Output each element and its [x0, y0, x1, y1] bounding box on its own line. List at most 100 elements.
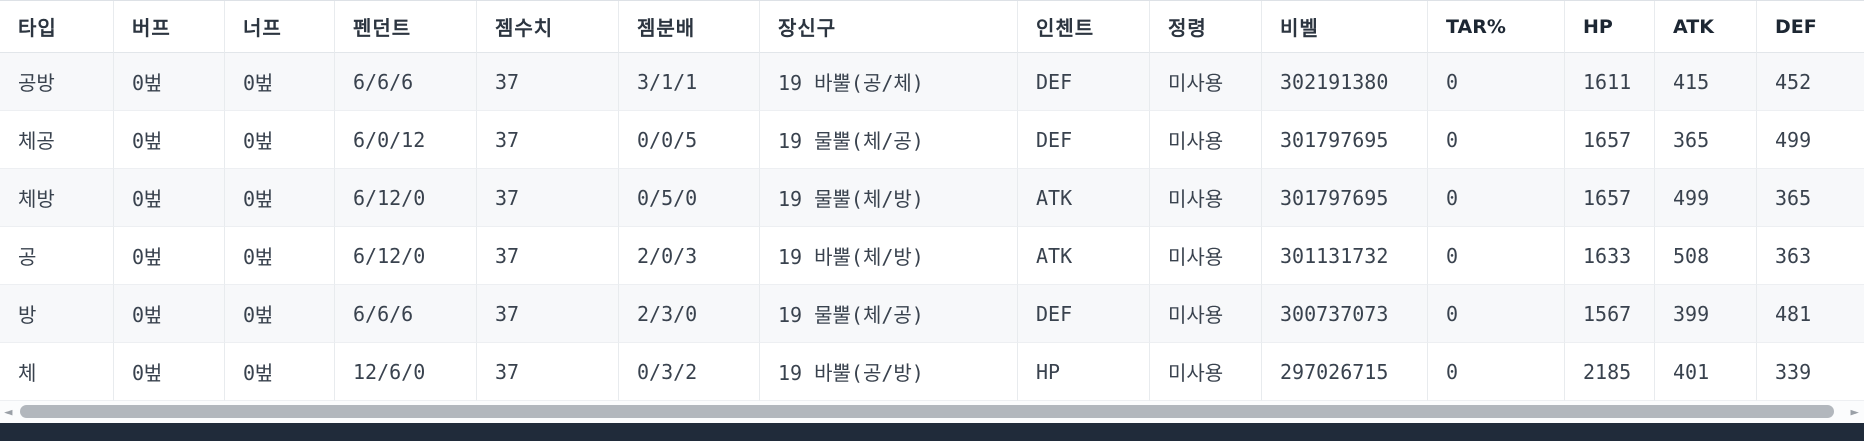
table-cell: 0: [1428, 169, 1565, 227]
column-header[interactable]: 너프: [225, 1, 335, 53]
table-cell: 미사용: [1150, 285, 1262, 343]
table-body: 공방 0벞 0벞 6/6/6 37 3/1/1 19 바뿔(공/체) DEF 미사용 302191…: [0, 53, 1864, 401]
table-cell: 37: [477, 169, 619, 227]
table-cell: 6/0/12: [335, 111, 477, 169]
table-cell: 6/12/0: [335, 169, 477, 227]
table-cell: 체공: [0, 111, 114, 169]
table-cell: 0벞: [225, 227, 335, 285]
table-cell: 미사용: [1150, 111, 1262, 169]
table-cell: 1633: [1565, 227, 1655, 285]
table-cell: 0: [1428, 53, 1565, 111]
table-cell: 0벞: [114, 227, 225, 285]
scroll-left-arrow-icon[interactable]: ◄: [4, 405, 13, 419]
table-cell: 37: [477, 227, 619, 285]
table-cell: 415: [1655, 53, 1757, 111]
table-cell: 481: [1757, 285, 1864, 343]
table-cell: 1567: [1565, 285, 1655, 343]
table-cell: 0: [1428, 285, 1565, 343]
column-header[interactable]: 정령: [1150, 1, 1262, 53]
horizontal-scrollbar[interactable]: ◄ ►: [0, 401, 1864, 423]
stats-table: 타입 버프 너프 펜던트 젬수치 젬분배 장신구 인첸트 정령 비벨 TAR% HP ATK DEF 공방…: [0, 1, 1864, 401]
table-cell: 1611: [1565, 53, 1655, 111]
column-header[interactable]: ATK: [1655, 1, 1757, 53]
table-cell: ATK: [1018, 169, 1150, 227]
table-cell: 19 물뿔(체/공): [760, 285, 1018, 343]
table-cell: 401: [1655, 343, 1757, 401]
column-header[interactable]: 장신구: [760, 1, 1018, 53]
table-cell: 0벞: [225, 343, 335, 401]
column-header[interactable]: 비벨: [1262, 1, 1428, 53]
table-cell: 12/6/0: [335, 343, 477, 401]
column-header[interactable]: 젬분배: [619, 1, 760, 53]
table-cell: 300737073: [1262, 285, 1428, 343]
table-cell: 미사용: [1150, 343, 1262, 401]
table-cell: 0벞: [114, 343, 225, 401]
table-row[interactable]: 공 0벞 0벞 6/12/0 37 2/0/3 19 바뿔(체/방) ATK 미사용 301131…: [0, 227, 1864, 285]
bottom-bar: [0, 423, 1864, 441]
table-cell: 1657: [1565, 111, 1655, 169]
table-cell: 2185: [1565, 343, 1655, 401]
table-cell: 6/12/0: [335, 227, 477, 285]
table-cell: 미사용: [1150, 53, 1262, 111]
table-cell: 0벞: [225, 169, 335, 227]
table-cell: 297026715: [1262, 343, 1428, 401]
table-cell: 0벞: [114, 169, 225, 227]
table-row[interactable]: 체공 0벞 0벞 6/0/12 37 0/0/5 19 물뿔(체/공) DEF 미사용 30179…: [0, 111, 1864, 169]
table-header-row: 타입 버프 너프 펜던트 젬수치 젬분배 장신구 인첸트 정령 비벨 TAR% HP ATK DEF: [0, 1, 1864, 53]
table-cell: 19 물뿔(체/방): [760, 169, 1018, 227]
table-cell: 499: [1757, 111, 1864, 169]
table-row[interactable]: 체 0벞 0벞 12/6/0 37 0/3/2 19 바뿔(공/방) HP 미사용 2970267…: [0, 343, 1864, 401]
table-cell: 미사용: [1150, 169, 1262, 227]
table-cell: 0/5/0: [619, 169, 760, 227]
column-header[interactable]: 인첸트: [1018, 1, 1150, 53]
table-cell: 508: [1655, 227, 1757, 285]
table-cell: HP: [1018, 343, 1150, 401]
table-cell: 0벞: [114, 53, 225, 111]
table-cell: 301797695: [1262, 111, 1428, 169]
table-cell: 미사용: [1150, 227, 1262, 285]
column-header[interactable]: 펜던트: [335, 1, 477, 53]
table-cell: 방: [0, 285, 114, 343]
table-cell: 1657: [1565, 169, 1655, 227]
table-row[interactable]: 공방 0벞 0벞 6/6/6 37 3/1/1 19 바뿔(공/체) DEF 미사용 302191…: [0, 53, 1864, 111]
table-cell: 19 바뿔(체/방): [760, 227, 1018, 285]
table-cell: 363: [1757, 227, 1864, 285]
scroll-right-arrow-icon[interactable]: ►: [1850, 405, 1859, 419]
table-cell: 0벞: [114, 111, 225, 169]
table-cell: DEF: [1018, 53, 1150, 111]
table-cell: ATK: [1018, 227, 1150, 285]
table-cell: 19 바뿔(공/방): [760, 343, 1018, 401]
table-cell: 0: [1428, 227, 1565, 285]
table-cell: 301131732: [1262, 227, 1428, 285]
table-cell: 0/0/5: [619, 111, 760, 169]
table-cell: 19 바뿔(공/체): [760, 53, 1018, 111]
column-header[interactable]: 젬수치: [477, 1, 619, 53]
table-cell: DEF: [1018, 111, 1150, 169]
column-header[interactable]: TAR%: [1428, 1, 1565, 53]
table-cell: 365: [1655, 111, 1757, 169]
column-header[interactable]: HP: [1565, 1, 1655, 53]
table-row[interactable]: 방 0벞 0벞 6/6/6 37 2/3/0 19 물뿔(체/공) DEF 미사용 3007370…: [0, 285, 1864, 343]
column-header[interactable]: 버프: [114, 1, 225, 53]
table-cell: 2/3/0: [619, 285, 760, 343]
table-cell: 302191380: [1262, 53, 1428, 111]
table-cell: 6/6/6: [335, 285, 477, 343]
table-cell: 399: [1655, 285, 1757, 343]
column-header[interactable]: 타입: [0, 1, 114, 53]
table-cell: 0벞: [225, 111, 335, 169]
table-cell: 339: [1757, 343, 1864, 401]
table-cell: 2/0/3: [619, 227, 760, 285]
column-header[interactable]: DEF: [1757, 1, 1864, 53]
table-cell: 0/3/2: [619, 343, 760, 401]
scrollbar-thumb[interactable]: [20, 405, 1834, 418]
table-cell: 37: [477, 111, 619, 169]
table-cell: 0벞: [225, 285, 335, 343]
table-cell: 0: [1428, 343, 1565, 401]
table-cell: 37: [477, 285, 619, 343]
table-row[interactable]: 체방 0벞 0벞 6/12/0 37 0/5/0 19 물뿔(체/방) ATK 미사용 30179…: [0, 169, 1864, 227]
table-cell: 301797695: [1262, 169, 1428, 227]
table-cell: 체: [0, 343, 114, 401]
table-cell: 0벞: [225, 53, 335, 111]
table-cell: 6/6/6: [335, 53, 477, 111]
